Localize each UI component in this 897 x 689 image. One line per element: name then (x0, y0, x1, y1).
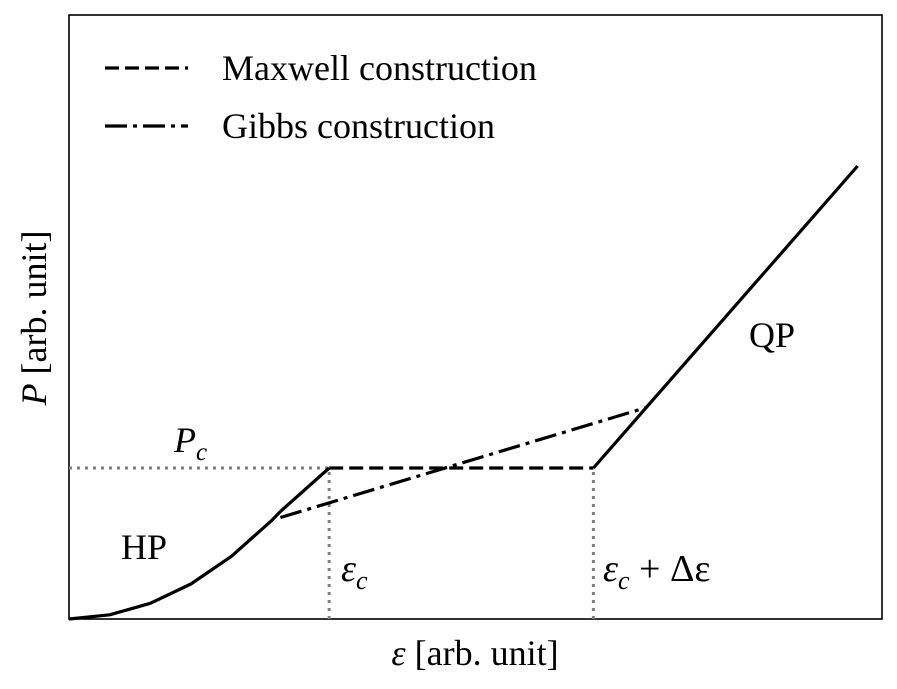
legend: Maxwell construction Gibbs construction (105, 48, 537, 146)
y-axis-label: P [arb. unit] (14, 231, 54, 407)
annotation-hp: HP (121, 527, 167, 567)
annotation-pc: Pc (173, 420, 207, 466)
x-axis-label: ε [arb. unit] (391, 633, 558, 673)
plot-frame (68, 14, 883, 620)
series-0-segment-0 (68, 510, 282, 621)
series-lines (68, 164, 859, 621)
reference-lines (69, 466, 595, 619)
legend-label-maxwell: Maxwell construction (222, 48, 537, 88)
series-0-segment-1 (279, 466, 331, 513)
legend-label-gibbs: Gibbs construction (222, 106, 495, 146)
annotation-qp: QP (749, 315, 795, 355)
series-0-segment-2 (592, 164, 859, 470)
annotation-epsilon-c-plus-delta: εc + Δε (603, 548, 710, 595)
series-2-segment-0 (279, 406, 647, 520)
annotation-epsilon-c: εc (341, 548, 368, 595)
